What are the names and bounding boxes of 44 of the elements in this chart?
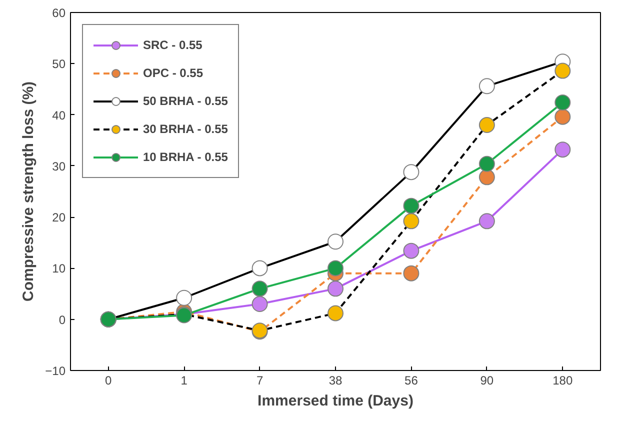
y-tick-label: 30: [52, 159, 66, 174]
point: [252, 280, 268, 297]
point: [252, 260, 268, 276]
y-tick-label: 20: [52, 210, 66, 225]
x-tick-label: 38: [328, 374, 342, 388]
point: [554, 94, 571, 110]
point: [176, 290, 192, 306]
point: [403, 198, 420, 214]
point: [554, 108, 571, 125]
point: [478, 169, 495, 186]
y-tick-label: 40: [52, 108, 66, 122]
point: [554, 62, 571, 79]
legend-label: 50 BRHA - 0.55: [143, 94, 228, 108]
point: [478, 78, 495, 94]
y-tick-label: −10: [45, 364, 66, 378]
point: [403, 242, 420, 259]
legend-label: 10 BRHA - 0.55: [143, 150, 228, 164]
x-tick-label: 180: [552, 374, 573, 388]
legend-label: 30 BRHA - 0.55: [143, 122, 228, 136]
x-tick-label: 7: [256, 374, 264, 388]
point: [403, 164, 420, 180]
x-tick-label: 1: [180, 374, 188, 388]
y-tick-label: 0: [58, 312, 66, 327]
y-tick-label: 10: [52, 262, 66, 276]
legend-label: OPC - 0.55: [143, 66, 204, 80]
point: [478, 156, 495, 172]
x-tick-label: 90: [480, 374, 494, 388]
x-tick-label: 0: [105, 374, 112, 388]
point: [328, 234, 344, 250]
point: [328, 280, 344, 297]
x-axis-title: Immersed time (Days): [258, 392, 414, 410]
point: [252, 296, 268, 312]
point: [403, 265, 420, 282]
point: [328, 305, 344, 322]
legend-label: SRC - 0.55: [143, 38, 202, 52]
point: [554, 142, 571, 158]
y-tick-label: 60: [52, 6, 66, 20]
point: [328, 260, 344, 276]
x-tick-label: 56: [404, 374, 418, 388]
point: [403, 213, 420, 230]
point: [478, 117, 495, 133]
point: [478, 213, 495, 230]
y-tick-label: 50: [52, 57, 66, 72]
y-axis-title: Compressive strength loss (%): [20, 81, 38, 302]
